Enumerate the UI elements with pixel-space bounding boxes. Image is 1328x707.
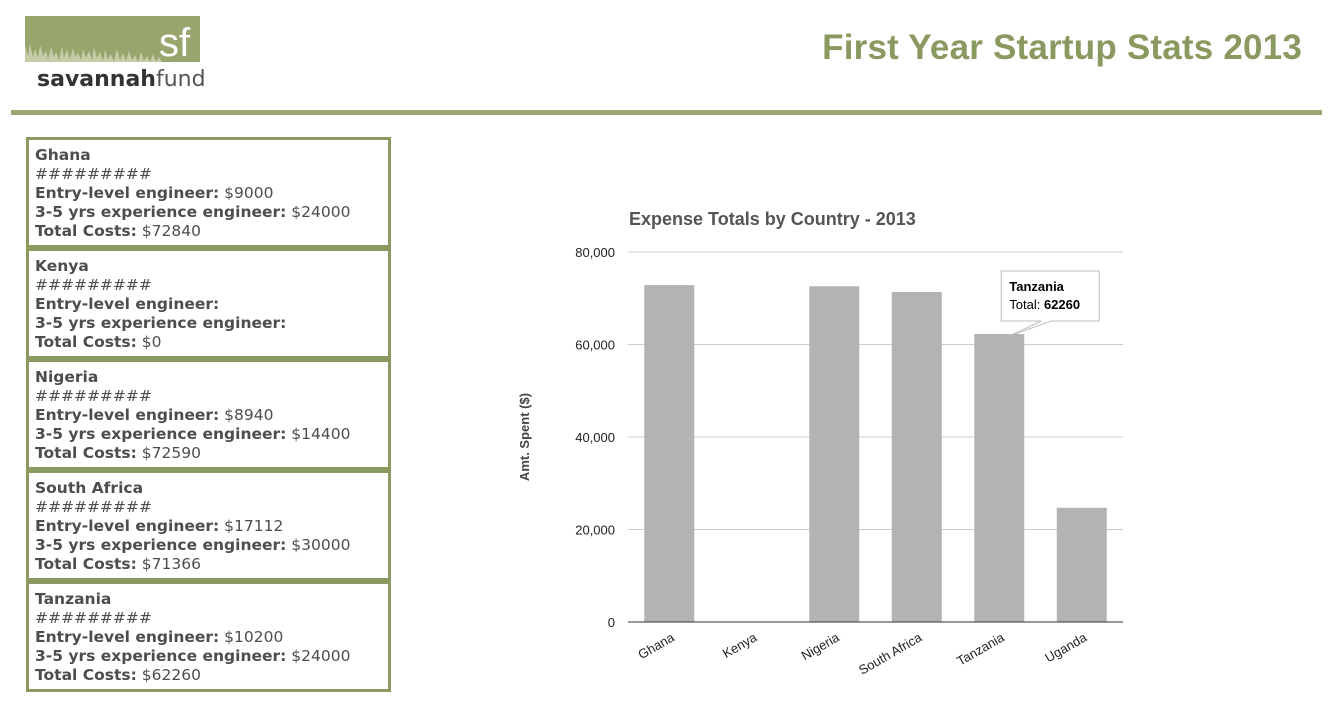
entry-level-label: Entry-level engineer: [35,517,220,535]
total-row: Total Costs: $72840 [35,222,388,241]
experienced-label: 3-5 yrs experience engineer: [35,203,287,221]
x-tick-label: South Africa [856,629,925,677]
experienced-value: $14400 [291,425,351,443]
total-label: Total Costs: [35,333,137,351]
y-axis-ticks: 0 20,000 40,000 60,000 80,000 [575,245,615,630]
country-hashes: ######### [35,609,152,627]
total-row: Total Costs: $72590 [35,444,388,463]
logo-word-bold: savannah [37,67,156,92]
x-tick-label: Ghana [635,629,677,662]
page-title: First Year Startup Stats 2013 [822,28,1302,67]
y-axis-label: Amt. Spent ($) [517,393,532,481]
x-axis-ticks: Ghana Kenya Nigeria South Africa Tanzania Uga… [635,629,1089,677]
chart-tooltip: Tanzania Total: 62260 [1000,270,1100,337]
x-tick-label: Kenya [720,629,760,661]
total-value: $0 [141,333,162,351]
entry-level-row: Entry-level engineer: $10200 [35,628,388,647]
country-hashes: ######### [35,165,152,183]
experienced-row: 3-5 yrs experience engineer: $24000 [35,647,388,666]
country-cards: Ghana ######### Entry-level engineer: $9… [26,137,391,692]
country-name: Ghana [35,146,91,164]
y-tick-label: 0 [608,615,615,630]
chart-title: Expense Totals by Country - 2013 [629,209,916,229]
y-tick-label: 40,000 [575,430,615,445]
entry-level-row: Entry-level engineer: [35,295,388,314]
bar-nigeria[interactable] [809,286,860,622]
logo-word-light: fund [156,67,205,92]
entry-level-value: $17112 [224,517,284,535]
y-tick-label: 20,000 [575,523,615,538]
experienced-label: 3-5 yrs experience engineer: [35,425,287,443]
entry-level-label: Entry-level engineer: [35,628,220,646]
tooltip-label: Total: [1009,297,1040,312]
experienced-row: 3-5 yrs experience engineer: $30000 [35,536,388,555]
bar-tanzania[interactable] [974,334,1025,622]
total-value: $72840 [141,222,201,240]
x-tick-label: Nigeria [799,629,843,663]
x-tick-label: Tanzania [954,629,1007,668]
entry-level-row: Entry-level engineer: $17112 [35,517,388,536]
total-row: Total Costs: $71366 [35,555,388,574]
entry-level-label: Entry-level engineer: [35,184,220,202]
experienced-label: 3-5 yrs experience engineer: [35,314,287,332]
total-row: Total Costs: $0 [35,333,388,352]
entry-level-label: Entry-level engineer: [35,295,220,313]
country-card-ghana: Ghana ######### Entry-level engineer: $9… [26,137,391,248]
bar-uganda[interactable] [1056,507,1107,622]
country-name: Tanzania [35,590,112,608]
total-label: Total Costs: [35,444,137,462]
chart-bars [644,285,1107,622]
tooltip-category: Tanzania [1009,279,1064,294]
experienced-row: 3-5 yrs experience engineer: $14400 [35,425,388,444]
country-hashes: ######### [35,498,152,516]
savannahfund-logo: sf savannahfund [25,16,205,92]
experienced-value: $30000 [291,536,351,554]
tooltip-body: Total: 62260 [1009,297,1080,312]
entry-level-value: $8940 [224,406,274,424]
entry-level-row: Entry-level engineer: $9000 [35,184,388,203]
total-value: $71366 [141,555,201,573]
country-name: South Africa [35,479,144,497]
total-value: $72590 [141,444,201,462]
country-name: Nigeria [35,368,99,386]
experienced-value: $24000 [291,203,351,221]
experienced-row: 3-5 yrs experience engineer: $24000 [35,203,388,222]
total-label: Total Costs: [35,222,137,240]
logo-wordmark: savannahfund [37,67,205,92]
chart-gridlines [628,251,1123,530]
country-card-south-africa: South Africa ######### Entry-level engin… [26,470,391,581]
entry-level-value: $9000 [224,184,274,202]
entry-level-row: Entry-level engineer: $8940 [35,406,388,425]
x-tick-label: Uganda [1042,629,1090,665]
entry-level-label: Entry-level engineer: [35,406,220,424]
bar-ghana[interactable] [644,285,695,622]
tooltip-value: 62260 [1044,297,1080,312]
y-tick-label: 80,000 [575,245,615,260]
country-name: Kenya [35,257,89,275]
experienced-row: 3-5 yrs experience engineer: [35,314,388,333]
y-tick-label: 60,000 [575,338,615,353]
country-card-kenya: Kenya ######### Entry-level engineer: 3-… [26,248,391,359]
total-label: Total Costs: [35,666,137,684]
country-hashes: ######### [35,387,152,405]
country-card-nigeria: Nigeria ######### Entry-level engineer: … [26,359,391,470]
country-card-tanzania: Tanzania ######### Entry-level engineer:… [26,581,391,692]
total-label: Total Costs: [35,555,137,573]
total-row: Total Costs: $62260 [35,666,388,685]
header-divider [11,110,1322,115]
logo-mark: sf [159,21,191,65]
experienced-label: 3-5 yrs experience engineer: [35,536,287,554]
bar-south-africa[interactable] [891,291,942,622]
entry-level-value: $10200 [224,628,284,646]
tooltip-box [1000,270,1100,337]
country-hashes: ######### [35,276,152,294]
experienced-value: $24000 [291,647,351,665]
experienced-label: 3-5 yrs experience engineer: [35,647,287,665]
total-value: $62260 [141,666,201,684]
